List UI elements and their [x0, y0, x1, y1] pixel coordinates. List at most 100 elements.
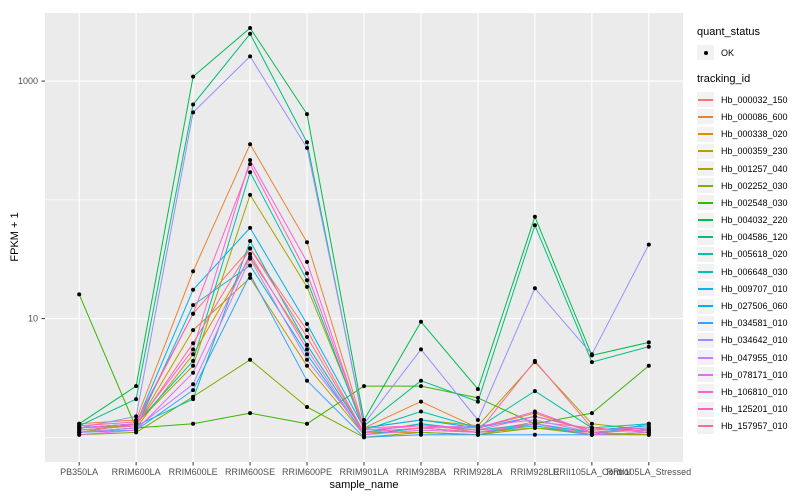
legend-key-swatch [697, 126, 714, 142]
legend-item-tracking-id: Hb_002548_030 [697, 194, 788, 211]
series-color-line-icon [698, 115, 713, 118]
series-color-line-icon [698, 339, 713, 342]
data-point [305, 363, 309, 368]
data-point [305, 352, 309, 357]
data-point [305, 335, 309, 339]
data-point [305, 112, 309, 117]
data-point [77, 423, 82, 428]
data-point [305, 284, 309, 289]
data-point [134, 384, 139, 389]
data-point [248, 158, 253, 163]
series-color-line-icon [698, 390, 713, 393]
legend-item-quant-status: OK [697, 44, 788, 61]
legend-item-label: Hb_034581_010 [721, 318, 788, 329]
data-point [305, 259, 309, 264]
legend-key-swatch [697, 109, 714, 125]
legend-item-tracking-id: Hb_047955_010 [697, 349, 788, 366]
legend-item-label: Hb_001257_040 [721, 163, 788, 174]
legend-item-tracking-id: Hb_125201_010 [697, 401, 788, 418]
legend-item-tracking-id: Hb_000086_600 [697, 108, 788, 125]
series-color-line-icon [698, 253, 713, 256]
data-point [248, 225, 253, 230]
data-point [191, 363, 196, 368]
legend-key-swatch [697, 401, 714, 417]
data-point [191, 358, 196, 363]
legend-item-tracking-id: Hb_006648_030 [697, 263, 788, 280]
data-point [134, 428, 139, 433]
legend-item-label: Hb_009707_010 [721, 283, 788, 294]
legend-item-tracking-id: Hb_009707_010 [697, 280, 788, 297]
x-tick-label: RRIM928LA [453, 467, 502, 477]
data-point [305, 240, 309, 245]
legend-key-swatch [697, 332, 714, 348]
data-point [419, 425, 423, 430]
legend-tracking-id-keys: Hb_000032_150 Hb_000086_600 Hb_000338_020 H… [697, 91, 788, 435]
data-point [532, 214, 537, 219]
legend-key-swatch [697, 45, 714, 61]
data-point [248, 357, 253, 362]
data-point [532, 432, 537, 437]
x-axis-title: sample_name [329, 479, 399, 491]
data-point [248, 170, 253, 175]
legend-item-label: Hb_006648_030 [721, 266, 788, 277]
series-color-line-icon [698, 201, 713, 204]
data-point [532, 414, 537, 419]
data-point [248, 31, 253, 36]
data-point [305, 140, 309, 145]
legend-item-tracking-id: Hb_000338_020 [697, 126, 788, 143]
data-point [419, 319, 423, 324]
data-point [248, 272, 253, 277]
legend-item-label: OK [721, 47, 735, 58]
data-point [305, 405, 309, 409]
data-point [419, 384, 423, 389]
series-color-line-icon [698, 287, 713, 290]
data-point [532, 358, 537, 363]
x-tick-label: RRIM600LA [112, 467, 161, 477]
series-color-line-icon [698, 167, 713, 170]
legend-key-swatch [697, 195, 714, 211]
legend-item-tracking-id: Hb_027506_060 [697, 297, 788, 314]
data-point [305, 347, 309, 352]
series-color-line-icon [698, 236, 713, 239]
legend-key-swatch [697, 418, 714, 434]
x-tick-label: RRII105LA_Control [553, 467, 631, 477]
legend-item-label: Hb_157957_010 [721, 421, 788, 432]
legend-item-label: Hb_027506_060 [721, 301, 788, 312]
series-color-line-icon [698, 425, 713, 428]
y-tick-label: 1000 [18, 76, 38, 86]
data-point [532, 421, 537, 426]
series-color-line-icon [698, 373, 713, 376]
data-point [362, 384, 366, 389]
legend-item-label: Hb_004032_220 [721, 215, 788, 226]
series-color-line-icon [698, 408, 713, 411]
x-tick-label: RRIM901LA [339, 467, 388, 477]
data-point [248, 162, 253, 167]
x-tick-label: RRIM928BA [396, 467, 446, 477]
series-color-line-icon [698, 356, 713, 359]
legend-key-swatch [697, 298, 714, 314]
legend-key-swatch [697, 246, 714, 262]
legend-item-tracking-id: Hb_002252_030 [697, 177, 788, 194]
ok-point-icon [703, 50, 708, 55]
legend-item-tracking-id: Hb_001257_040 [697, 160, 788, 177]
legend-key-swatch [697, 264, 714, 280]
data-point [305, 328, 309, 333]
data-point [475, 395, 480, 400]
legend-item-label: Hb_106810_010 [721, 386, 788, 397]
series-color-line-icon [698, 150, 713, 153]
legend-key-swatch [697, 367, 714, 383]
data-point [475, 418, 480, 422]
legend-item-label: Hb_000086_600 [721, 111, 788, 122]
data-point [248, 239, 253, 243]
y-axis-title: FPKM + 1 [9, 212, 21, 262]
data-point [134, 419, 139, 424]
data-point [248, 275, 253, 280]
data-point [248, 192, 253, 197]
legend-item-tracking-id: Hb_004032_220 [697, 212, 788, 229]
legend-key-swatch [697, 281, 714, 297]
data-point [419, 418, 423, 422]
data-point [419, 347, 423, 352]
data-point [305, 278, 309, 283]
data-point [191, 352, 196, 357]
legend-quant-status-keys: OK [697, 44, 788, 61]
